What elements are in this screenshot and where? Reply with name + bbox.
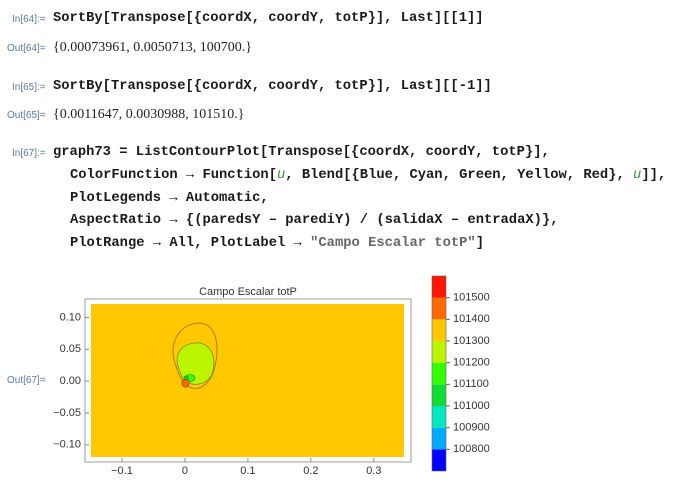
contour-region xyxy=(176,342,215,385)
legend-label: 100800 xyxy=(453,443,490,455)
out-label: Out[64]= xyxy=(7,43,46,54)
code: ColorFunction → Function[ xyxy=(70,168,277,183)
legend-band xyxy=(432,449,446,471)
legend-band xyxy=(432,319,446,341)
input-line[interactable]: PlotRange → All, PlotLabel → "Campo Esca… xyxy=(70,236,484,251)
legend-label: 101200 xyxy=(453,357,490,369)
x-tick-label: 0 xyxy=(182,465,188,477)
legend-band xyxy=(432,276,446,298)
field xyxy=(91,304,404,457)
code: PlotRange → All, PlotLabel → xyxy=(70,236,311,251)
y-tick-label: −0.10 xyxy=(53,439,81,451)
input-line[interactable]: AspectRatio → {(paredsY – parediY) / (sa… xyxy=(70,213,559,228)
legend-label: 101400 xyxy=(453,313,490,325)
variable: u xyxy=(633,168,642,183)
legend-band xyxy=(432,362,446,385)
y-tick-label: −0.05 xyxy=(53,407,81,419)
legend-label: 100900 xyxy=(453,422,490,434)
legend-label: 101100 xyxy=(453,378,489,390)
output: {0.0011647, 0.0030988, 101510.} xyxy=(53,107,245,122)
legend-band xyxy=(432,341,446,363)
contour-region xyxy=(181,379,190,388)
string: "Campo Escalar totP" xyxy=(310,236,476,251)
legend-band xyxy=(432,297,446,320)
y-tick-label: 0.10 xyxy=(60,311,81,323)
x-tick-label: 0.2 xyxy=(303,465,318,477)
input-line[interactable]: graph73 = ListContourPlot[Transpose[{coo… xyxy=(53,145,550,160)
input-line[interactable]: ColorFunction → Function[u, Blend[{Blue,… xyxy=(70,168,666,183)
in-label: In[65]:= xyxy=(12,82,46,93)
input-line[interactable]: SortBy[Transpose[{coordX, coordY, totP}]… xyxy=(53,11,484,26)
in-label: In[64]:= xyxy=(12,14,46,25)
code: SortBy[Transpose[{coordX, coordY, totP}]… xyxy=(53,11,484,26)
input-line[interactable]: SortBy[Transpose[{coordX, coordY, totP}]… xyxy=(53,79,492,94)
legend-band xyxy=(432,427,446,450)
x-tick-label: 0.3 xyxy=(366,465,381,477)
output: {0.00073961, 0.0050713, 100700.} xyxy=(53,40,252,55)
code: SortBy[Transpose[{coordX, coordY, totP}]… xyxy=(53,79,492,94)
y-tick-label: 0.05 xyxy=(60,343,81,355)
plot-title: Campo Escalar totP xyxy=(199,286,297,298)
out-label: Out[65]= xyxy=(7,110,46,121)
in-label: In[67]:= xyxy=(12,148,46,159)
variable: u xyxy=(277,168,286,183)
legend-label: 101500 xyxy=(453,292,490,304)
legend-label: 101300 xyxy=(453,335,490,347)
out-label: Out[67]= xyxy=(7,375,46,386)
legend-band xyxy=(432,406,446,428)
input-line[interactable]: PlotLegends → Automatic, xyxy=(70,191,269,206)
y-tick-label: 0.00 xyxy=(60,375,81,387)
code: graph73 = ListContourPlot[Transpose[{coo… xyxy=(53,145,550,160)
x-tick-label: 0.1 xyxy=(240,465,255,477)
x-tick-label: −0.1 xyxy=(111,465,133,477)
code: ] xyxy=(475,236,484,251)
code: AspectRatio → {(paredsY – parediY) / (sa… xyxy=(70,213,559,228)
legend-frame xyxy=(431,275,447,472)
legend-label: 101000 xyxy=(453,400,490,412)
code: PlotLegends → Automatic, xyxy=(70,191,269,206)
code: , Blend[{Blue, Cyan, Green, Yellow, Red}… xyxy=(285,168,634,183)
legend-band xyxy=(432,384,446,406)
code: ]], xyxy=(641,168,667,183)
